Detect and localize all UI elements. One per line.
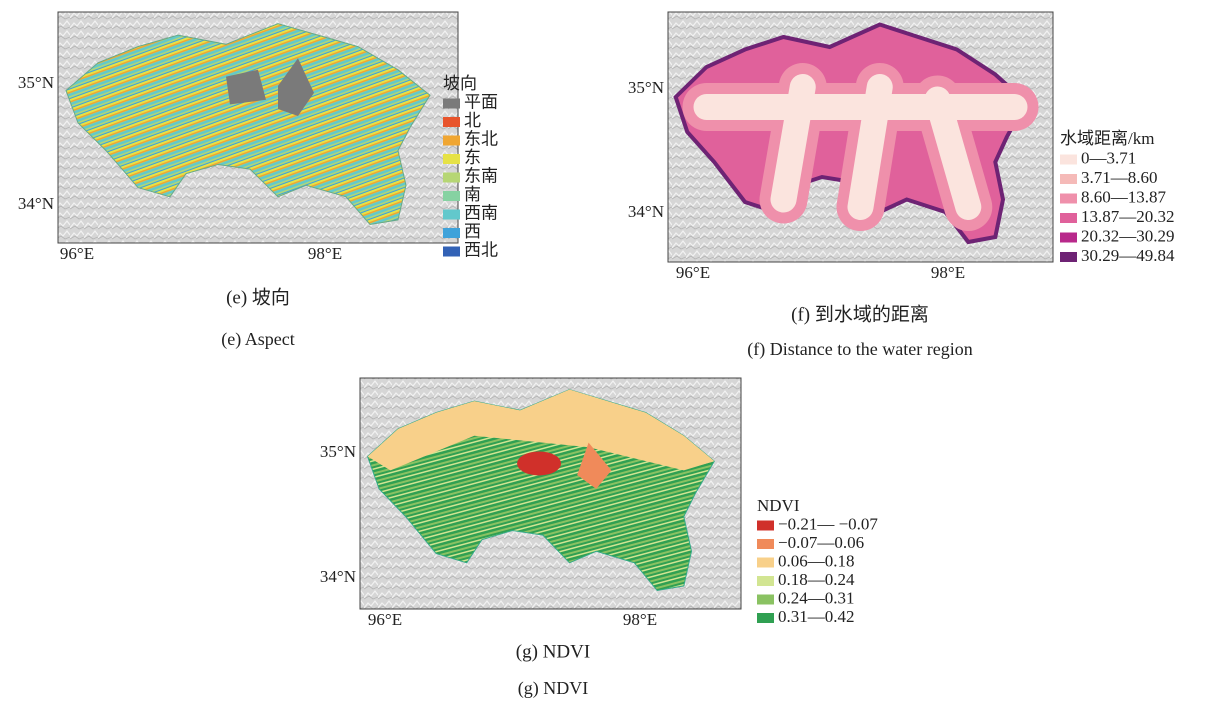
legend-label: 西 bbox=[464, 222, 481, 241]
legend-label: 西北 bbox=[464, 240, 498, 259]
caption-cn: (g) NDVI bbox=[516, 641, 590, 662]
legend-label: 北 bbox=[464, 111, 481, 130]
latitude-label: 34°N bbox=[18, 194, 54, 213]
caption-cn: (f) 到水域的距离 bbox=[791, 303, 929, 325]
legend-swatch bbox=[443, 173, 460, 183]
longitude-label: 96°E bbox=[368, 610, 402, 629]
legend-label: 0—3.71 bbox=[1081, 148, 1136, 167]
legend-swatch bbox=[1060, 174, 1077, 184]
map-panel: 35°N 34°N 96°E 98°E NDVI−0.21— −0.07−0.07—0.… bbox=[320, 378, 879, 699]
legend-swatch bbox=[757, 595, 774, 605]
legend-label: 30.29—49.84 bbox=[1081, 246, 1175, 265]
legend-label: −0.21— −0.07 bbox=[778, 514, 878, 533]
legend-swatch bbox=[443, 99, 460, 109]
legend-label: 0.18—0.24 bbox=[778, 570, 855, 589]
legend-swatch bbox=[757, 539, 774, 549]
legend-swatch bbox=[1060, 213, 1077, 223]
legend-swatch bbox=[443, 228, 460, 238]
legend-swatch bbox=[757, 558, 774, 568]
legend-label: 西南 bbox=[464, 203, 498, 222]
latitude-label: 35°N bbox=[320, 442, 356, 461]
legend-swatch bbox=[1060, 155, 1077, 165]
legend-swatch bbox=[443, 154, 460, 164]
latitude-label: 35°N bbox=[18, 73, 54, 92]
legend-label: 东南 bbox=[464, 166, 498, 185]
longitude-label: 96°E bbox=[676, 263, 710, 282]
legend-label: 20.32—30.29 bbox=[1081, 226, 1175, 245]
legend-swatch bbox=[443, 136, 460, 146]
legend-title: 水域距离/km bbox=[1060, 129, 1154, 148]
legend-swatch bbox=[1060, 252, 1077, 262]
legend-swatch bbox=[1060, 194, 1077, 204]
longitude-label: 98°E bbox=[931, 263, 965, 282]
legend-swatch bbox=[757, 613, 774, 623]
legend-label: −0.07—0.06 bbox=[778, 533, 864, 552]
legend-label: 0.06—0.18 bbox=[778, 551, 855, 570]
longitude-label: 98°E bbox=[623, 610, 657, 629]
legend-label: 东北 bbox=[464, 129, 498, 148]
legend-label: 8.60—13.87 bbox=[1081, 187, 1167, 206]
legend-label: 0.31—0.42 bbox=[778, 607, 855, 626]
legend-label: 3.71—8.60 bbox=[1081, 168, 1158, 187]
legend-swatch bbox=[443, 117, 460, 127]
legend-swatch bbox=[443, 191, 460, 201]
legend-title: 坡向 bbox=[443, 74, 477, 93]
legend-swatch bbox=[443, 210, 460, 220]
legend-label: 东 bbox=[464, 148, 481, 167]
legend-title: NDVI bbox=[757, 496, 800, 515]
figure: 35°N 34°N 96°E 98°E 坡向平面北东北东东南南西南西西北 (e) 坡向 (e… bbox=[0, 0, 1207, 722]
legend-swatch bbox=[1060, 233, 1077, 243]
legend-label: 南 bbox=[464, 185, 481, 204]
longitude-label: 98°E bbox=[308, 244, 342, 263]
legend-label: 13.87—20.32 bbox=[1081, 207, 1175, 226]
legend-label: 0.24—0.31 bbox=[778, 588, 855, 607]
caption-cn: (e) 坡向 bbox=[226, 286, 290, 308]
legend-label: 平面 bbox=[464, 92, 498, 111]
caption-en: (e) Aspect bbox=[221, 329, 294, 350]
legend-swatch bbox=[757, 576, 774, 586]
caption-en: (f) Distance to the water region bbox=[747, 339, 972, 360]
longitude-label: 96°E bbox=[60, 244, 94, 263]
latitude-label: 35°N bbox=[628, 78, 664, 97]
latitude-label: 34°N bbox=[320, 567, 356, 586]
map-panel: 35°N 34°N 96°E 98°E 水域距离/km0—3.713.71—8.608.… bbox=[628, 12, 1175, 360]
low-ndvi-area bbox=[517, 451, 561, 475]
legend-swatch bbox=[757, 521, 774, 531]
legend-swatch bbox=[443, 247, 460, 257]
caption-en: (g) NDVI bbox=[518, 678, 588, 699]
latitude-label: 34°N bbox=[628, 202, 664, 221]
